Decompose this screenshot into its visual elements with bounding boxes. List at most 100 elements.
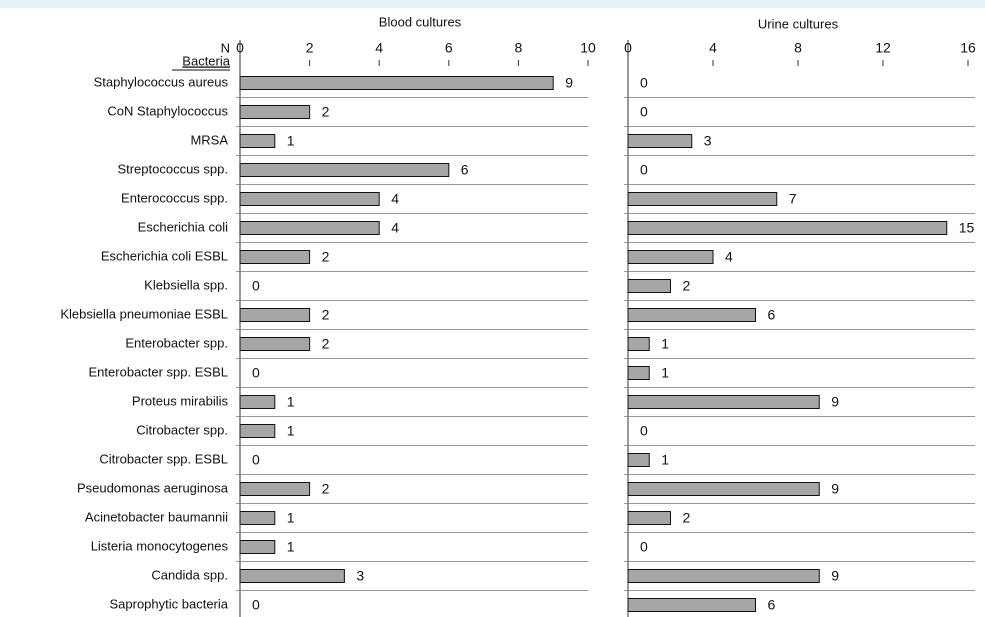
bar [627,250,714,264]
bar [627,598,756,612]
data-label: 2 [322,481,330,497]
x-axis-label: N [221,40,230,55]
data-label: 6 [768,597,776,613]
x-tick-label: 4 [375,40,383,56]
y-axis-label: Bacteria [182,53,230,68]
bar [627,569,820,583]
chart-title: Urine cultures [758,16,839,31]
chart-title: Blood cultures [379,14,462,29]
bar [239,105,311,119]
bar [239,511,276,525]
bar [627,279,671,293]
bar [239,308,311,322]
x-tick-label: 8 [515,40,523,56]
data-label: 2 [322,104,330,120]
bar [239,569,345,583]
bar [627,511,671,525]
bar [627,221,948,235]
y-tick-label: Klebsiella spp. [144,277,228,292]
y-tick-label: Saprophytic bacteria [109,596,228,611]
x-tick-label: 0 [236,40,244,56]
data-label: 0 [252,452,260,468]
data-label: 0 [252,597,260,613]
y-tick-label: Enterococcus spp. [121,190,228,205]
y-tick-label: Proteus mirabilis [132,393,229,408]
bar [627,453,650,467]
y-tick-label: CoN Staphylococcus [107,103,228,118]
data-label: 0 [640,539,648,555]
data-label: 2 [683,278,691,294]
data-label: 6 [768,307,776,323]
data-label: 3 [704,133,712,149]
data-label: 0 [640,75,648,91]
y-tick-label: Streptococcus spp. [117,161,228,176]
x-tick-label: 4 [709,40,717,56]
data-label: 1 [287,539,295,555]
x-tick-label: 0 [624,40,632,56]
y-tick-label: Listeria monocytogenes [91,538,229,553]
data-label: 7 [789,191,797,207]
data-label: 1 [661,336,669,352]
data-label: 3 [356,568,364,584]
x-tick-label: 10 [580,40,596,56]
data-label: 9 [831,568,839,584]
bar [239,192,380,206]
data-label: 2 [322,307,330,323]
data-label: 0 [252,278,260,294]
bar [627,192,778,206]
data-label: 9 [565,75,573,91]
data-label: 9 [831,394,839,410]
data-label: 1 [287,423,295,439]
y-tick-label: Escherichia coli ESBL [101,248,228,263]
x-tick-label: 12 [875,40,891,56]
bar [239,163,450,177]
bar [239,134,276,148]
y-tick-label: Klebsiella pneumoniae ESBL [60,306,228,321]
bar [627,337,650,351]
bar [239,424,276,438]
data-label: 4 [391,191,399,207]
data-label: 0 [640,104,648,120]
data-label: 4 [725,249,733,265]
x-tick-label: 2 [306,40,314,56]
data-label: 6 [461,162,469,178]
bar [239,337,311,351]
data-label: 0 [640,423,648,439]
data-label: 2 [683,510,691,526]
data-label: 2 [322,336,330,352]
bar [627,134,693,148]
data-label: 1 [287,394,295,410]
bar [627,482,820,496]
data-label: 9 [831,481,839,497]
bar [239,250,311,264]
data-label: 0 [640,162,648,178]
y-tick-label: Pseudomonas aeruginosa [77,480,229,495]
data-label: 1 [661,452,669,468]
bar [239,221,380,235]
bar [239,76,554,90]
data-label: 2 [322,249,330,265]
bar [627,395,820,409]
bar [239,395,276,409]
data-label: 1 [287,510,295,526]
y-tick-label: Candida spp. [151,567,228,582]
data-label: 1 [661,365,669,381]
bar [627,366,650,380]
bar [239,482,311,496]
x-tick-label: 8 [794,40,802,56]
bar [239,540,276,554]
y-tick-label: Enterobacter spp. ESBL [89,364,228,379]
y-tick-label: Enterobacter spp. [125,335,228,350]
y-tick-label: MRSA [190,132,228,147]
x-tick-label: 16 [960,40,976,56]
data-label: 15 [959,220,975,236]
y-tick-label: Escherichia coli [138,219,228,234]
data-label: 0 [252,365,260,381]
data-label: 1 [287,133,295,149]
bar [627,308,756,322]
y-tick-label: Citrobacter spp. [136,422,228,437]
y-tick-label: Citrobacter spp. ESBL [99,451,228,466]
x-tick-label: 6 [445,40,453,56]
y-tick-label: Acinetobacter baumannii [85,509,228,524]
